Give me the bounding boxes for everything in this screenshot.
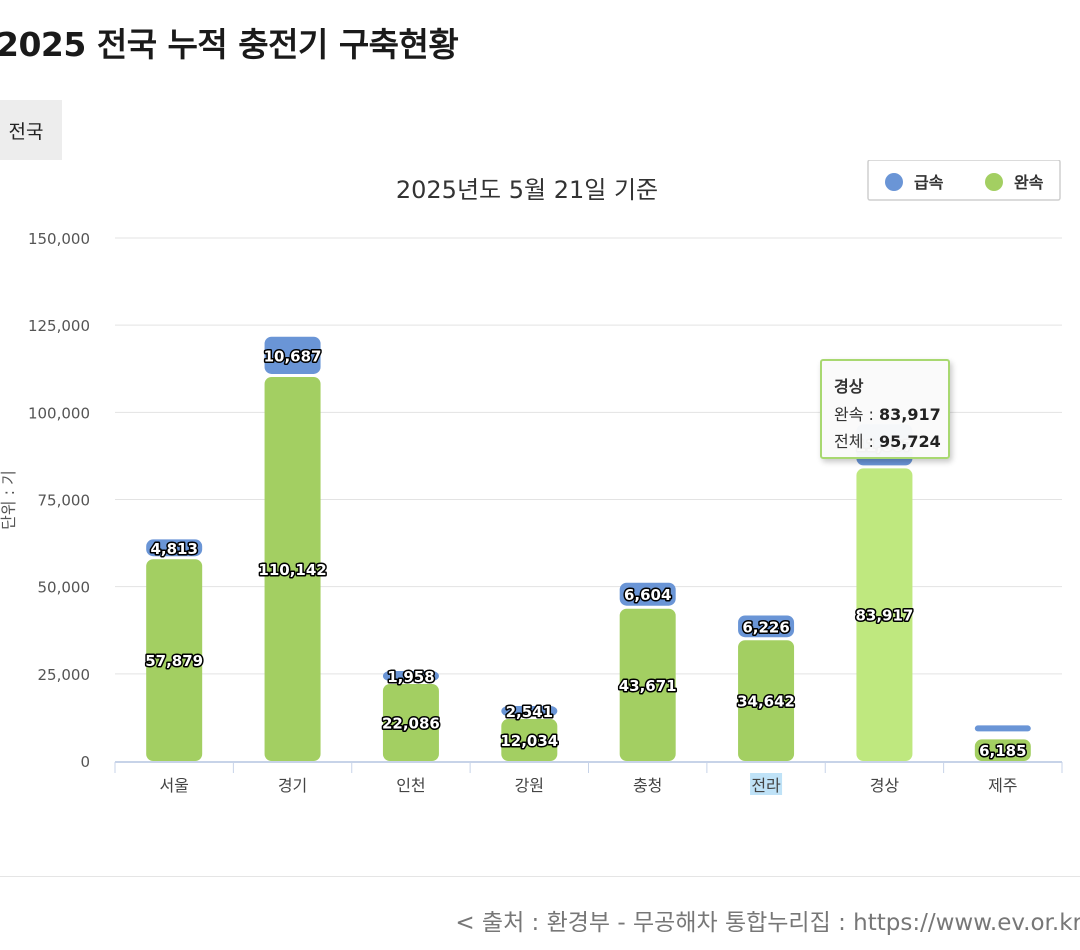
bar-slow-6 — [856, 468, 913, 761]
page-title: 2025 전국 누적 충전기 구축현황 — [0, 25, 459, 64]
bar-slow-0 — [146, 559, 203, 761]
x-tick-label: 서울 — [159, 776, 188, 795]
bar-fast-1 — [264, 336, 321, 374]
data-label-fast-2: 1,958 — [387, 668, 434, 686]
y-axis-label: 단위 : 기 — [0, 470, 18, 530]
bar-fast-3 — [501, 706, 558, 717]
data-label-fast-4: 6,604 — [624, 586, 671, 604]
data-label-slow-3: 12,034 — [500, 732, 558, 750]
bar-slow-4 — [619, 608, 676, 761]
bar-slow-7 — [974, 739, 1031, 761]
legend-marker-0 — [885, 173, 903, 191]
bar-fast-7 — [974, 725, 1031, 732]
bar-slow-5 — [738, 640, 795, 761]
region-tab-nationwide[interactable]: 전국 — [0, 100, 62, 160]
tooltip-slow-label: 완속 : — [834, 405, 874, 424]
data-label-slow-0: 57,879 — [145, 652, 203, 670]
data-label-slow-2: 22,086 — [382, 714, 440, 732]
legend-label-0: 급속 — [914, 173, 944, 192]
data-label-fast-0: 4,813 — [150, 540, 197, 558]
y-tick-label: 100,000 — [28, 404, 90, 422]
y-tick-label: 125,000 — [28, 317, 90, 335]
bar-fast-4 — [619, 582, 676, 606]
chart-tooltip: 경상 완속 : 83,917 전체 : 95,724 — [820, 359, 950, 459]
bar-fast-2 — [382, 670, 439, 681]
data-label-fast-3: 2,541 — [506, 703, 553, 721]
data-label-fast-5: 6,226 — [742, 618, 789, 636]
source-citation: < 출처 : 환경부 - 무공해차 통합누리집 : https://www.ev… — [455, 910, 1080, 936]
y-tick-label: 25,000 — [38, 666, 91, 684]
legend-box — [867, 160, 1061, 201]
chart-title: 2025년도 5월 21일 기준 — [396, 176, 658, 204]
y-tick-label: 50,000 — [38, 579, 91, 597]
bar-slow-2 — [382, 683, 439, 761]
tooltip-title: 경상 — [834, 377, 864, 396]
data-label-slow-1: 110,142 — [258, 561, 326, 579]
x-tick-highlight — [750, 773, 783, 795]
data-label-slow-7: 6,185 — [979, 742, 1026, 760]
x-tick-label: 제주 — [988, 776, 1017, 795]
x-tick-label: 충청 — [633, 776, 662, 795]
bar-fast-0 — [146, 539, 203, 557]
tooltip-slow-row: 완속 : 83,917 — [834, 401, 948, 425]
y-tick-label: 150,000 — [28, 230, 90, 248]
legend-label-1: 완속 — [1014, 173, 1044, 192]
x-tick-label: 경상 — [870, 776, 900, 795]
tooltip-total-row: 전체 : 95,724 — [834, 428, 948, 452]
footer-divider — [0, 876, 1080, 877]
x-tick-label: 전라 — [751, 776, 781, 795]
data-label-fast-1: 10,687 — [264, 347, 322, 365]
tooltip-slow-value: 83,917 — [879, 405, 941, 424]
data-label-slow-6: 83,917 — [855, 607, 913, 625]
tooltip-total-value: 95,724 — [879, 432, 941, 451]
x-tick-label: 인천 — [396, 776, 425, 795]
bar-slow-3 — [501, 719, 558, 761]
chart-legend: 급속 완속 — [867, 160, 1061, 201]
y-tick-label: 0 — [80, 753, 90, 771]
legend-marker-1 — [985, 173, 1003, 191]
data-label-slow-4: 43,671 — [619, 677, 677, 695]
x-tick-label: 경기 — [278, 776, 307, 795]
data-label-slow-5: 34,642 — [737, 693, 795, 711]
tooltip-total-label: 전체 : — [834, 432, 874, 451]
bar-fast-5 — [738, 615, 795, 638]
bar-slow-1 — [264, 376, 321, 761]
x-tick-label: 강원 — [515, 776, 544, 795]
y-tick-label: 75,000 — [38, 492, 91, 510]
